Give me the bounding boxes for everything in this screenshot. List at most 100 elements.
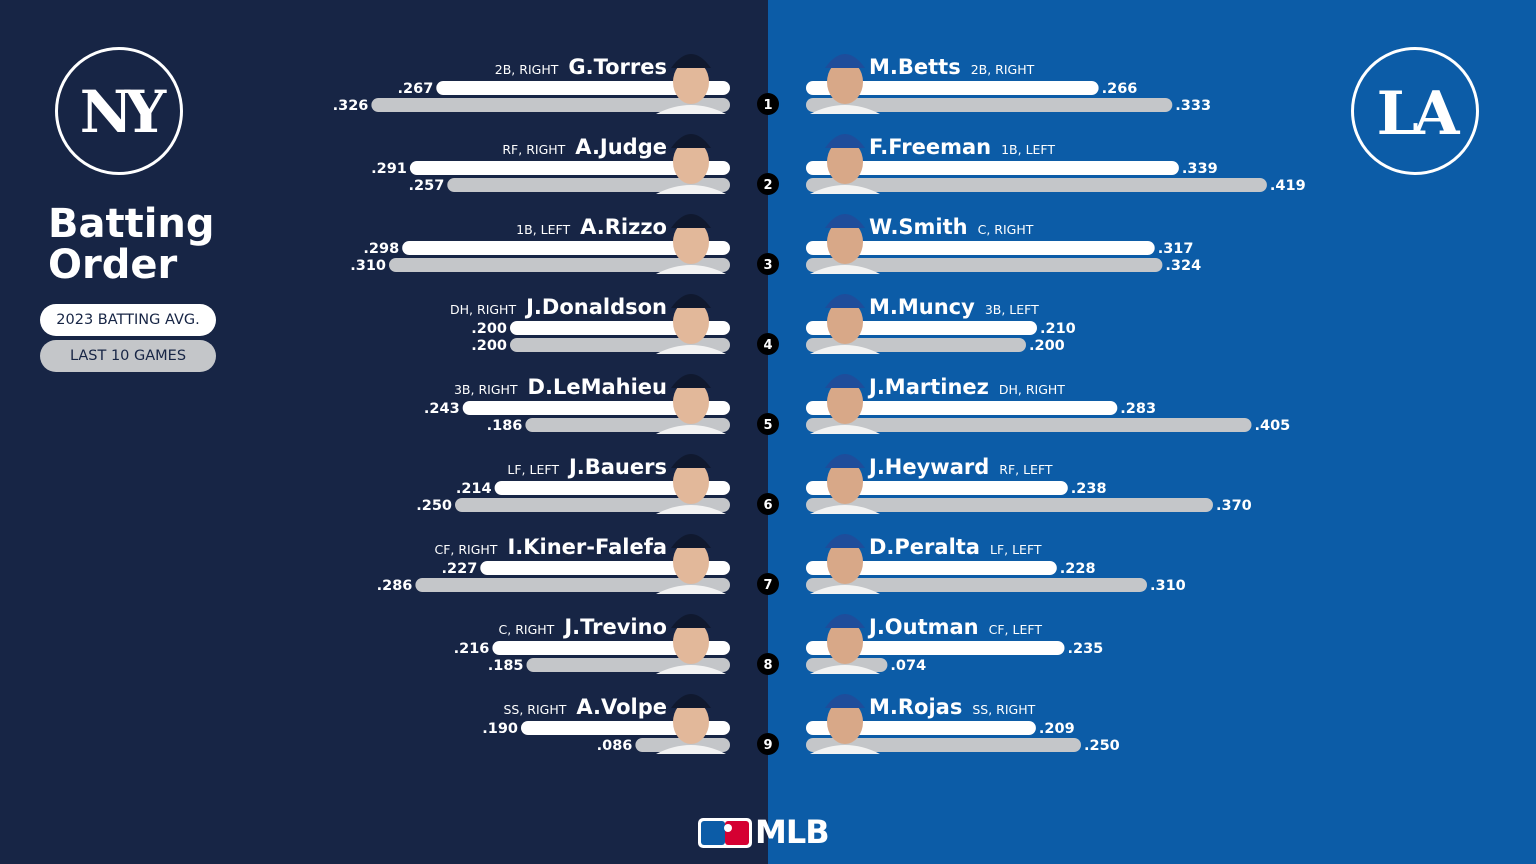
player-name: D.Peralta [869,535,980,559]
photo-face [827,300,863,344]
avg-label: .267 [398,81,434,97]
player-name: G.Torres [568,55,667,79]
player-position: 3B, RIGHT [454,382,518,397]
player-name: A.Volpe [576,695,667,719]
dodgers-logo-text: LA [1377,79,1461,149]
player-name: A.Rizzo [580,215,667,239]
legend-last10: LAST 10 GAMES [40,340,216,372]
player-photo [656,134,726,194]
player-photo [656,614,726,674]
order-number: 2 [763,178,772,193]
order-badge [757,93,779,115]
order-number: 8 [763,658,772,673]
photo-face [827,220,863,264]
photo-face [827,140,863,184]
player-position: DH, RIGHT [999,382,1065,397]
player-position: CF, LEFT [989,622,1043,637]
order-number: 4 [763,338,772,353]
avg-label: .200 [471,321,507,337]
avg-label: .238 [1071,481,1107,497]
dodgers-batter: .238 .370 J.Heyward RF, LEFT [806,454,1252,514]
order-badge [757,253,779,275]
player-photo [656,694,726,754]
yankees-batter: .200.200 J.Donaldson DH, RIGHT [450,294,730,354]
cap-icon [825,374,865,388]
yankees-batter: .298.310 A.Rizzo 1B, LEFT [350,214,730,274]
last10-label: .257 [409,178,445,194]
order-number: 5 [763,418,772,433]
last10-label: .185 [488,658,524,674]
avg-label: .210 [1040,321,1076,337]
cap-icon [825,214,865,228]
player-position: LF, LEFT [990,542,1042,557]
jersey-icon [656,585,726,594]
avg-bar [409,161,730,175]
last10-label: .324 [1165,258,1201,274]
yankees-logo: NY [55,47,183,175]
order-badge [757,653,779,675]
last10-label: .186 [487,418,523,434]
avg-label: .243 [424,401,460,417]
order-number: 7 [763,578,772,593]
photo-face [827,620,863,664]
player-position: DH, RIGHT [450,302,516,317]
yankees-batter: .243 .186 D.LeMahieu 3B, RIGHT [424,374,730,434]
helmet-icon [671,54,711,68]
avg-bar [806,241,1155,255]
helmet-icon [671,374,711,388]
jersey-icon [656,185,726,194]
cap-icon [825,694,865,708]
mlb-logo-ball [724,824,732,832]
last10-label: .086 [597,738,633,754]
helmet-icon [671,614,711,628]
photo-face [673,460,709,504]
player-position: 2B, RIGHT [495,62,559,77]
player-photo [656,454,726,514]
avg-label: .214 [456,481,492,497]
player-name: J.Donaldson [524,295,667,319]
player-name: I.Kiner-Falefa [507,535,667,559]
jersey-icon [810,665,880,674]
last10-bar [806,178,1267,192]
jersey-icon [810,425,880,434]
lineup-row-9: .190 .086 A.Volpe SS, RIGHT 9 .209 .250 M.Rojas… [482,694,1120,755]
player-position: 1B, LEFT [1001,142,1055,157]
order-badge [757,733,779,755]
cap-icon [825,294,865,308]
order-number: 3 [763,258,772,273]
jersey-icon [656,505,726,514]
avg-label: .209 [1039,721,1075,737]
avg-label: .228 [1060,561,1096,577]
player-photo [810,374,880,434]
yankees-batter: .227 .286 I.Kiner-Falefa CF, RIGHT [377,534,730,594]
dodgers-batter: .228 .310 D.Peralta LF, LEFT [806,534,1186,594]
jersey-icon [656,345,726,354]
player-name: J.Trevino [562,615,667,639]
last10-bar [371,98,730,112]
order-number: 6 [763,498,772,513]
lineup-row-3: .298.310 A.Rizzo 1B, LEFT 3 .317.324 W.Smith C… [350,214,1201,275]
last10-bar [806,258,1163,272]
jersey-icon [656,425,726,434]
jersey-icon [656,745,726,754]
last10-bar [389,258,730,272]
player-photo [810,454,880,514]
last10-bar [447,178,730,192]
title-line-1: Batting [48,201,215,247]
last10-bar [806,498,1213,512]
player-name: J.Heyward [867,455,989,479]
last10-label: .310 [1150,578,1186,594]
lineup-row-7: .227 .286 I.Kiner-Falefa CF, RIGHT 7 .228 .310… [377,534,1186,595]
player-photo [810,534,880,594]
jersey-icon [810,265,880,274]
player-position: RF, RIGHT [502,142,565,157]
helmet-icon [671,534,711,548]
dodgers-logo-mark: LA [1377,79,1467,149]
dodgers-batter: .266 .333 M.Betts 2B, RIGHT [806,54,1211,114]
avg-bar [806,561,1057,575]
last10-label: .286 [377,578,413,594]
photo-face [673,620,709,664]
avg-bar [806,161,1179,175]
player-name: M.Betts [869,55,961,79]
